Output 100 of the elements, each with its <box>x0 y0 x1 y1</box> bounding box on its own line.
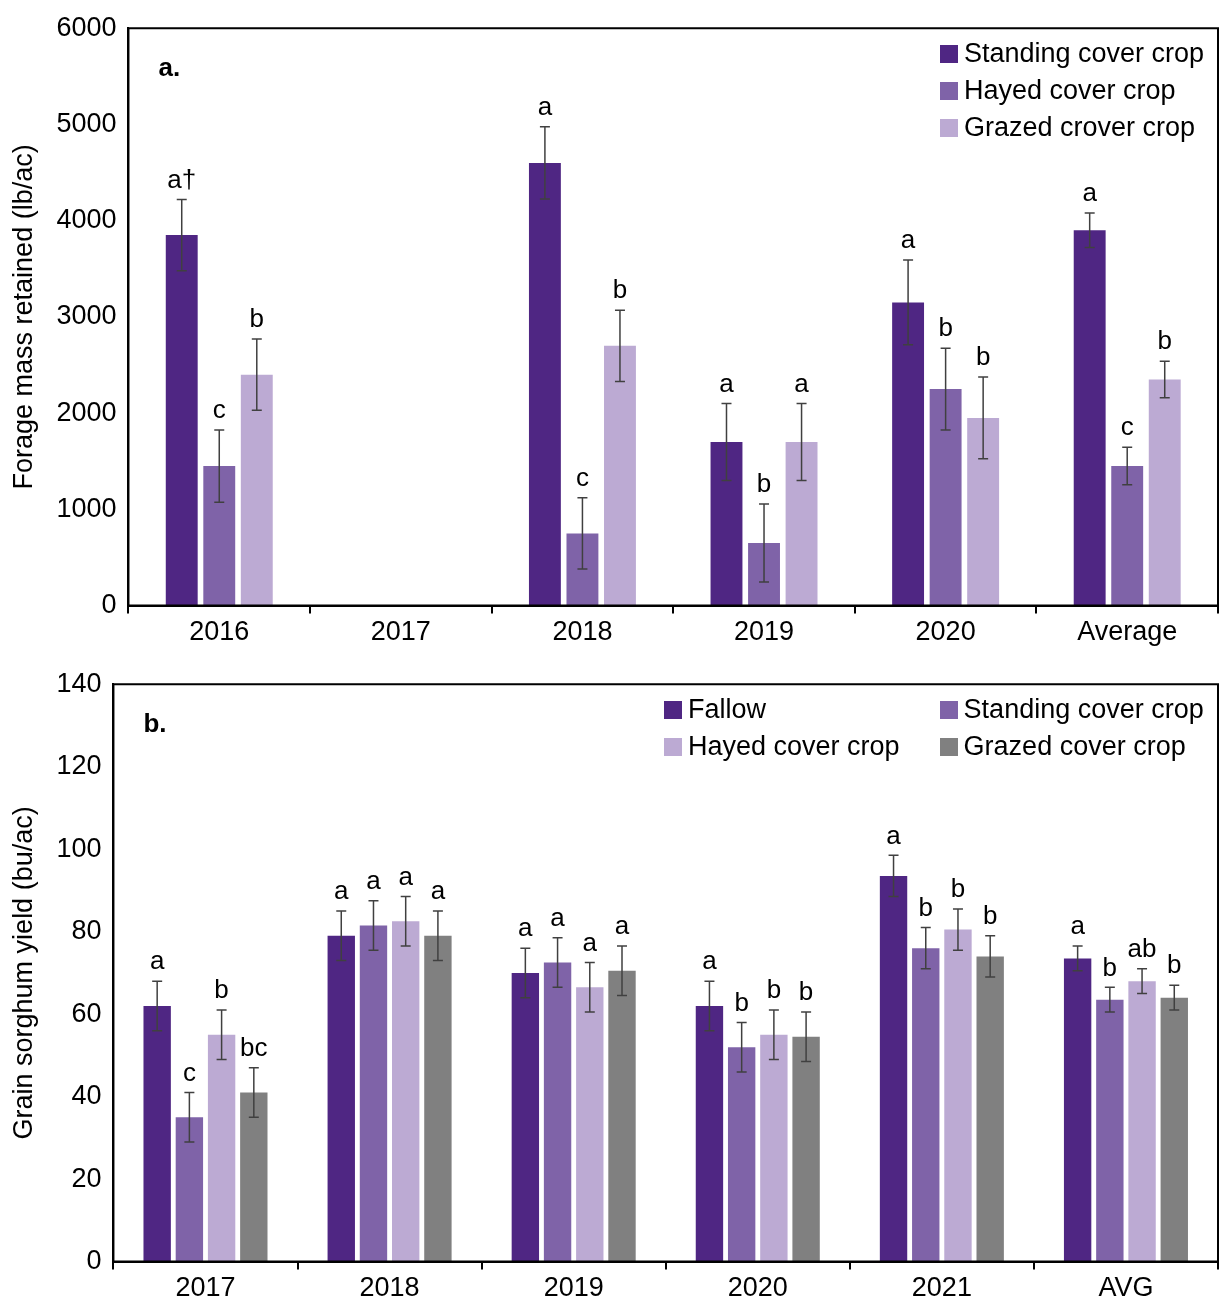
bar <box>240 374 273 606</box>
data-label: b <box>1157 325 1172 356</box>
data-label: a <box>430 875 446 906</box>
data-label: b <box>982 899 998 930</box>
bar <box>608 970 636 1262</box>
bar <box>710 442 743 606</box>
bar <box>175 1117 204 1262</box>
bar <box>566 533 599 606</box>
data-label: c <box>575 461 589 492</box>
legend-label: Grazed cover crop <box>963 731 1186 763</box>
x-tick-label: 2021 <box>911 1272 972 1303</box>
bar <box>1096 999 1124 1262</box>
data-label: a <box>398 860 414 891</box>
bar <box>1148 379 1181 606</box>
bar <box>727 1047 756 1262</box>
legend-label: Standing cover crop <box>963 694 1204 726</box>
y-tick-label: 0 <box>86 1245 102 1276</box>
bar <box>1128 981 1156 1262</box>
data-label: a <box>334 875 350 906</box>
bar <box>604 345 636 606</box>
bar <box>892 302 925 606</box>
x-tick-label: 2019 <box>543 1272 604 1303</box>
x-tick-label: 2019 <box>733 616 795 647</box>
bar <box>203 466 236 606</box>
data-label: a <box>900 224 916 255</box>
x-tick-label: 2018 <box>359 1272 420 1303</box>
data-label: b <box>1102 951 1118 982</box>
data-label: a <box>702 945 718 976</box>
data-label: b <box>756 468 772 499</box>
data-label: b <box>214 974 229 1005</box>
data-label: c <box>182 1056 196 1087</box>
x-tick-label: 2020 <box>915 616 976 647</box>
data-label: a <box>518 912 534 943</box>
bar <box>1111 466 1144 606</box>
bar <box>760 1034 788 1262</box>
legend-label: Grazed crover crop <box>964 112 1196 144</box>
data-label: b <box>249 303 265 334</box>
bar <box>695 1005 724 1262</box>
data-label: a <box>550 902 566 933</box>
data-label: b <box>766 974 782 1005</box>
bar <box>1063 958 1092 1262</box>
y-tick-label: 0 <box>101 589 117 620</box>
data-label: b <box>612 274 628 305</box>
bar <box>528 162 561 606</box>
bar <box>392 921 420 1262</box>
bar <box>879 875 908 1262</box>
bar <box>327 935 355 1262</box>
data-label: a <box>149 945 165 976</box>
y-tick-label: 6000 <box>56 11 117 42</box>
x-tick-label: AVG <box>1098 1272 1154 1303</box>
bar <box>576 987 604 1262</box>
data-label: c <box>212 394 226 425</box>
bar <box>511 972 540 1262</box>
data-label: b <box>1167 949 1182 980</box>
legend-label: Hayed cover crop <box>688 731 900 763</box>
data-label: b <box>734 986 749 1017</box>
data-label: b <box>950 873 966 904</box>
data-label: a <box>366 864 382 895</box>
bar <box>143 1005 171 1262</box>
y-tick-label: 5000 <box>56 107 117 138</box>
bar <box>967 417 1000 606</box>
legend-label: Standing cover crop <box>964 38 1205 70</box>
data-label: b <box>918 891 933 922</box>
bar <box>207 1034 236 1262</box>
annotation: b. <box>143 708 167 739</box>
data-label: a <box>1082 177 1098 208</box>
y-tick-label: 60 <box>71 997 102 1028</box>
bar <box>424 935 452 1262</box>
y-tick-label: 80 <box>71 915 102 946</box>
bar <box>1073 230 1106 606</box>
data-label: ab <box>1127 932 1157 963</box>
bar <box>912 948 940 1262</box>
bar <box>792 1036 820 1262</box>
y-tick-label: 140 <box>56 667 102 698</box>
y-tick-label: 3000 <box>56 300 117 331</box>
bar <box>785 442 818 606</box>
y-tick-label: 40 <box>71 1080 102 1111</box>
bar <box>165 235 198 606</box>
data-label: a <box>537 91 553 122</box>
y-tick-label: 100 <box>56 832 102 863</box>
bar <box>543 962 572 1262</box>
bar <box>976 956 1004 1262</box>
annotation: a. <box>158 52 181 83</box>
x-tick-label: Average <box>1077 616 1178 647</box>
legend-label: Fallow <box>688 694 767 726</box>
data-label: c <box>1120 411 1134 442</box>
data-label: a <box>886 819 902 850</box>
y-axis-title: Forage mass retained (lb/ac) <box>7 144 38 490</box>
x-tick-label: 2020 <box>727 1272 788 1303</box>
x-tick-label: 2018 <box>552 616 613 647</box>
data-label: a <box>582 926 598 957</box>
y-tick-label: 20 <box>71 1162 102 1193</box>
x-tick-label: 2016 <box>189 616 250 647</box>
data-label: bc <box>240 1031 268 1062</box>
y-tick-label: 4000 <box>56 204 117 235</box>
data-label: a <box>614 910 630 941</box>
y-tick-label: 120 <box>56 750 102 781</box>
data-label: b <box>975 341 991 372</box>
x-tick-label: 2017 <box>175 1272 236 1303</box>
data-label: b <box>798 976 814 1007</box>
